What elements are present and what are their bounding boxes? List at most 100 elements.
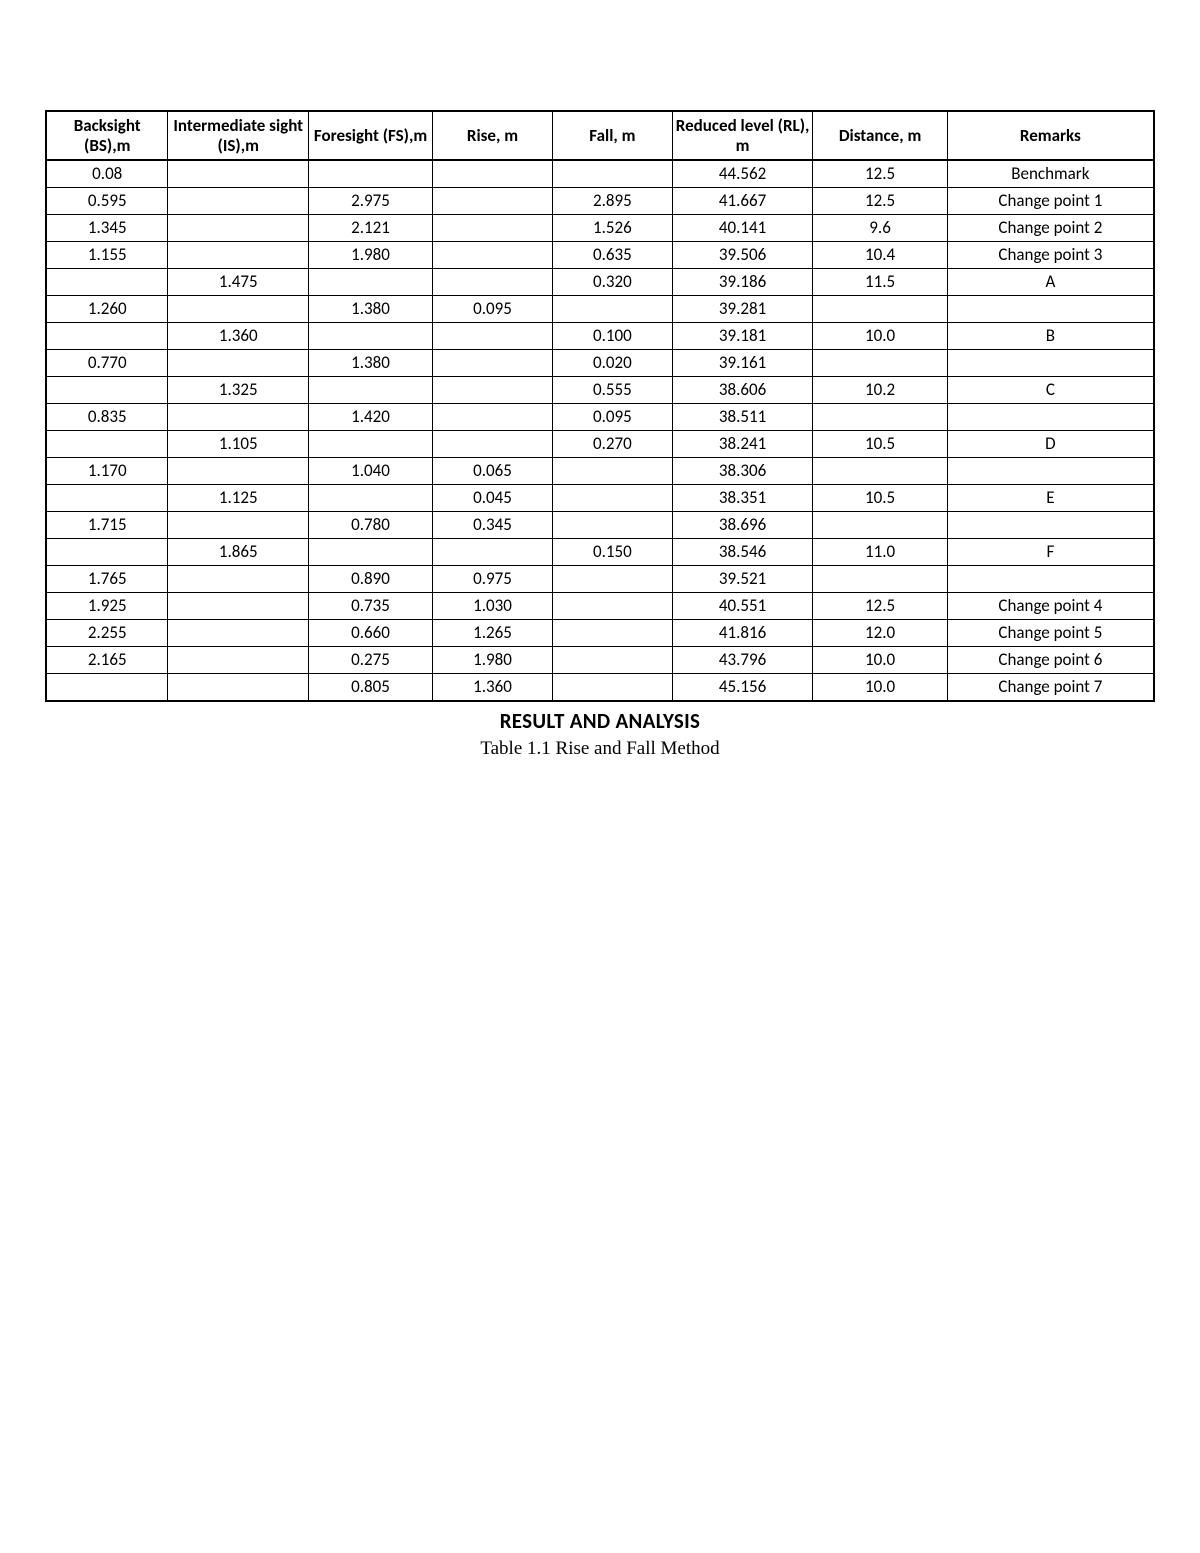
table-row: 1.3452.1211.52640.1419.6Change point 2 bbox=[46, 215, 1154, 242]
table-cell bbox=[46, 323, 168, 350]
table-cell: 1.980 bbox=[433, 647, 553, 674]
table-cell bbox=[947, 458, 1154, 485]
table-cell: 10.0 bbox=[813, 647, 947, 674]
table-cell: 1.360 bbox=[168, 323, 309, 350]
table-cell: 41.816 bbox=[672, 620, 813, 647]
table-cell: 1.765 bbox=[46, 566, 168, 593]
table-cell: A bbox=[947, 269, 1154, 296]
table-cell: 38.306 bbox=[672, 458, 813, 485]
table-cell: 0.975 bbox=[433, 566, 553, 593]
table-cell: 0.595 bbox=[46, 188, 168, 215]
table-cell bbox=[433, 215, 553, 242]
col-header: Remarks bbox=[947, 111, 1154, 160]
table-cell: 39.181 bbox=[672, 323, 813, 350]
table-cell: 10.5 bbox=[813, 485, 947, 512]
table-row: 2.1650.2751.98043.79610.0Change point 6 bbox=[46, 647, 1154, 674]
table-row: 1.3250.55538.60610.2C bbox=[46, 377, 1154, 404]
table-cell bbox=[168, 620, 309, 647]
table-cell bbox=[168, 188, 309, 215]
table-row: 1.1250.04538.35110.5E bbox=[46, 485, 1154, 512]
table-cell bbox=[552, 458, 672, 485]
table-cell bbox=[168, 566, 309, 593]
table-cell bbox=[813, 458, 947, 485]
col-header: Reduced level (RL), m bbox=[672, 111, 813, 160]
table-cell: 0.805 bbox=[309, 674, 433, 702]
table-cell: 38.696 bbox=[672, 512, 813, 539]
table-cell: 1.325 bbox=[168, 377, 309, 404]
table-cell bbox=[433, 269, 553, 296]
table-cell bbox=[46, 539, 168, 566]
table-cell: 0.100 bbox=[552, 323, 672, 350]
table-cell: 2.895 bbox=[552, 188, 672, 215]
table-cell: 11.0 bbox=[813, 539, 947, 566]
table-cell: 10.0 bbox=[813, 674, 947, 702]
table-cell bbox=[947, 512, 1154, 539]
table-cell bbox=[309, 485, 433, 512]
table-cell: C bbox=[947, 377, 1154, 404]
table-cell: Change point 3 bbox=[947, 242, 1154, 269]
table-cell bbox=[46, 485, 168, 512]
col-header: Foresight (FS),m bbox=[309, 111, 433, 160]
table-cell bbox=[552, 674, 672, 702]
table-row: 1.360 0.10039.18110.0B bbox=[46, 323, 1154, 350]
table-cell: 39.161 bbox=[672, 350, 813, 377]
table-cell: 10.2 bbox=[813, 377, 947, 404]
table-cell: 1.345 bbox=[46, 215, 168, 242]
table-cell bbox=[46, 269, 168, 296]
table-cell: 1.125 bbox=[168, 485, 309, 512]
table-cell: 1.715 bbox=[46, 512, 168, 539]
page: Backsight (BS),m Intermediate sight (IS)… bbox=[0, 0, 1200, 1553]
table-cell: 1.030 bbox=[433, 593, 553, 620]
table-cell bbox=[168, 404, 309, 431]
table-cell: 39.506 bbox=[672, 242, 813, 269]
table-cell: 11.5 bbox=[813, 269, 947, 296]
table-cell: 2.255 bbox=[46, 620, 168, 647]
table-cell: 1.526 bbox=[552, 215, 672, 242]
table-cell: 1.380 bbox=[309, 296, 433, 323]
table-cell: 43.796 bbox=[672, 647, 813, 674]
table-cell: 1.265 bbox=[433, 620, 553, 647]
col-header: Distance, m bbox=[813, 111, 947, 160]
table-cell bbox=[552, 620, 672, 647]
table-cell bbox=[309, 160, 433, 188]
table-cell: 0.345 bbox=[433, 512, 553, 539]
table-cell: 0.635 bbox=[552, 242, 672, 269]
table-cell: 10.0 bbox=[813, 323, 947, 350]
table-cell: 0.275 bbox=[309, 647, 433, 674]
table-cell bbox=[433, 404, 553, 431]
table-cell bbox=[309, 323, 433, 350]
table-cell bbox=[168, 674, 309, 702]
table-cell bbox=[168, 350, 309, 377]
table-cell bbox=[168, 647, 309, 674]
table-cell bbox=[168, 160, 309, 188]
table-cell: 0.150 bbox=[552, 539, 672, 566]
table-cell: 1.170 bbox=[46, 458, 168, 485]
table-cell bbox=[433, 242, 553, 269]
table-cell: 1.040 bbox=[309, 458, 433, 485]
table-cell: B bbox=[947, 323, 1154, 350]
table-cell bbox=[552, 593, 672, 620]
table-row: 1.2601.3800.09539.281 bbox=[46, 296, 1154, 323]
table-cell: 10.4 bbox=[813, 242, 947, 269]
table-cell: 40.141 bbox=[672, 215, 813, 242]
table-cell: 12.0 bbox=[813, 620, 947, 647]
table-row: 1.1551.9800.63539.50610.4Change point 3 bbox=[46, 242, 1154, 269]
table-cell: E bbox=[947, 485, 1154, 512]
table-row: 1.1701.0400.06538.306 bbox=[46, 458, 1154, 485]
col-header: Intermediate sight (IS),m bbox=[168, 111, 309, 160]
section-heading: RESULT AND ANALYSIS bbox=[45, 708, 1155, 734]
table-cell bbox=[552, 647, 672, 674]
table-cell: 39.521 bbox=[672, 566, 813, 593]
table-row: 1.7650.8900.97539.521 bbox=[46, 566, 1154, 593]
table-cell: D bbox=[947, 431, 1154, 458]
table-cell: 39.281 bbox=[672, 296, 813, 323]
table-cell bbox=[813, 404, 947, 431]
table-row: 1.1050.27038.24110.5D bbox=[46, 431, 1154, 458]
table-row: 1.8650.15038.54611.0F bbox=[46, 539, 1154, 566]
table-cell: Change point 4 bbox=[947, 593, 1154, 620]
table-cell bbox=[168, 242, 309, 269]
table-cell: 9.6 bbox=[813, 215, 947, 242]
table-cell bbox=[947, 404, 1154, 431]
table-cell bbox=[168, 593, 309, 620]
table-cell bbox=[168, 296, 309, 323]
